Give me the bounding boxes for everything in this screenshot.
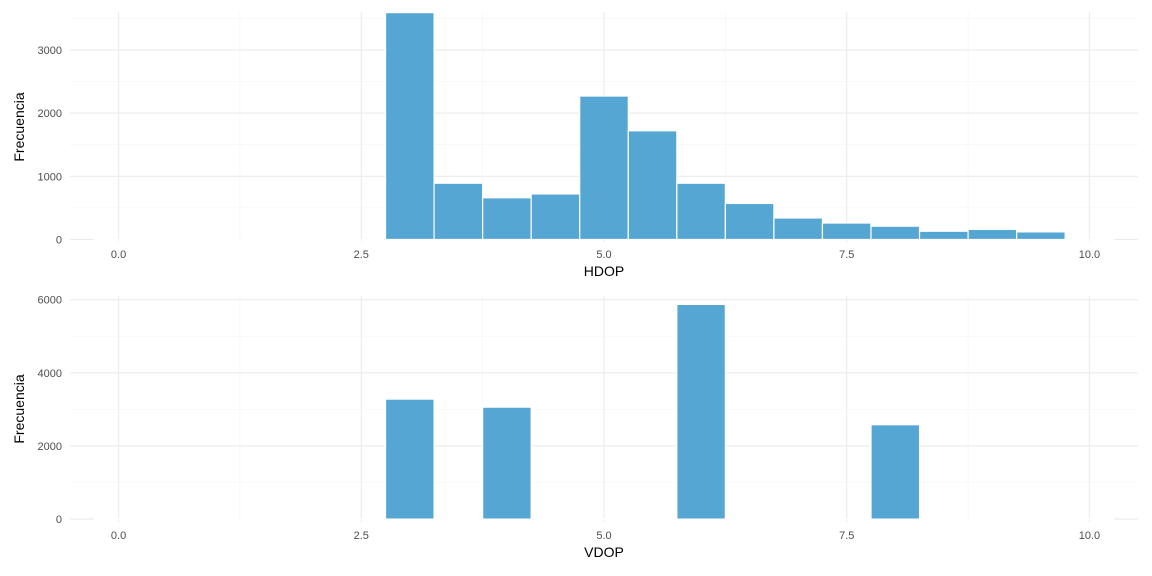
vdop-x-tick-label: 10.0 xyxy=(1079,530,1100,542)
vdop-histogram-bar xyxy=(287,518,338,521)
hdop-x-tick-label: 0.0 xyxy=(111,249,126,261)
vdop-histogram-bar xyxy=(482,406,532,520)
hdop-histogram-bar xyxy=(1064,238,1115,241)
hdop-histogram-bar xyxy=(482,197,532,241)
hdop-histogram-bar xyxy=(773,217,824,241)
vdop-histogram-bar xyxy=(627,518,678,521)
hdop-histogram-panel: 0.0 2.5 5.0 7.5 10.0 0 1000 2000 3000 HDOP Frecuen… xyxy=(11,12,1138,279)
hdop-histogram-bar xyxy=(918,230,969,241)
vdop-y-tick-label: 0 xyxy=(56,514,62,526)
hdop-histogram-bar xyxy=(433,182,484,241)
hdop-histogram-bar xyxy=(239,238,290,241)
hdop-histogram-bar xyxy=(287,238,338,241)
vdop-histogram-bar xyxy=(433,518,484,521)
vdop-x-tick-label: 7.5 xyxy=(839,530,854,542)
hdop-histogram-bar xyxy=(724,202,775,241)
hdop-x-tick-label: 5.0 xyxy=(596,249,611,261)
hdop-y-tick-label: 3000 xyxy=(38,45,62,57)
hdop-histogram-bar xyxy=(870,225,921,241)
vdop-y-axis-title: Frecuencia xyxy=(11,374,27,443)
vdop-histogram-bar xyxy=(870,424,921,520)
vdop-histogram-bar xyxy=(336,518,387,521)
vdop-histogram-bar xyxy=(384,398,435,520)
hdop-y-tick-label: 2000 xyxy=(38,108,62,120)
hdop-histogram-bar xyxy=(384,12,435,241)
hdop-x-tick-label: 2.5 xyxy=(354,249,369,261)
vdop-x-axis-title: VDOP xyxy=(584,544,624,560)
hdop-x-tick-label: 7.5 xyxy=(839,249,854,261)
vdop-histogram-bar xyxy=(579,518,629,521)
vdop-histogram-bar xyxy=(918,518,969,521)
vdop-histogram-bar xyxy=(530,518,581,521)
hdop-histogram-bar xyxy=(676,182,726,241)
vdop-histogram-bar xyxy=(190,518,241,521)
hdop-y-axis-title: Frecuencia xyxy=(11,92,27,161)
hdop-histogram-bar xyxy=(627,130,678,241)
hdop-histogram-bar xyxy=(579,95,629,241)
hdop-x-tick-label: 10.0 xyxy=(1079,249,1100,261)
hdop-histogram-bar xyxy=(93,238,144,241)
hdop-histogram-bar xyxy=(142,238,192,241)
vdop-histogram-bar xyxy=(967,518,1018,521)
hdop-y-tick-label: 0 xyxy=(56,234,62,246)
vdop-histogram-bar xyxy=(1016,518,1066,521)
vdop-histogram-bar xyxy=(239,518,290,521)
vdop-histogram-bar xyxy=(676,303,726,520)
vdop-histogram-bar xyxy=(1064,518,1115,521)
vdop-histogram-bar xyxy=(93,518,144,521)
vdop-x-tick-label: 0.0 xyxy=(111,530,126,542)
hdop-x-axis-title: HDOP xyxy=(584,263,624,279)
hdop-histogram-bar xyxy=(190,238,241,241)
hdop-histogram-bar xyxy=(1016,231,1066,241)
vdop-histogram-bar xyxy=(821,518,872,521)
vdop-histogram-panel: 0.0 2.5 5.0 7.5 10.0 0 2000 4000 6000 VDOP Frecuen… xyxy=(11,295,1138,560)
vdop-y-tick-label: 6000 xyxy=(38,295,62,307)
hdop-histogram-bar xyxy=(967,228,1018,241)
vdop-histogram-bar xyxy=(724,518,775,521)
vdop-histogram-bar xyxy=(773,518,824,521)
hdop-histogram-bar xyxy=(530,193,581,241)
hdop-histogram-bar xyxy=(336,238,387,241)
vdop-x-tick-label: 2.5 xyxy=(354,530,369,542)
hdop-y-tick-label: 1000 xyxy=(38,171,62,183)
vdop-x-tick-label: 5.0 xyxy=(596,530,611,542)
vdop-y-tick-label: 2000 xyxy=(38,441,62,453)
vdop-y-tick-label: 4000 xyxy=(38,368,62,380)
vdop-histogram-bar xyxy=(142,518,192,521)
hdop-histogram-bar xyxy=(821,222,872,241)
